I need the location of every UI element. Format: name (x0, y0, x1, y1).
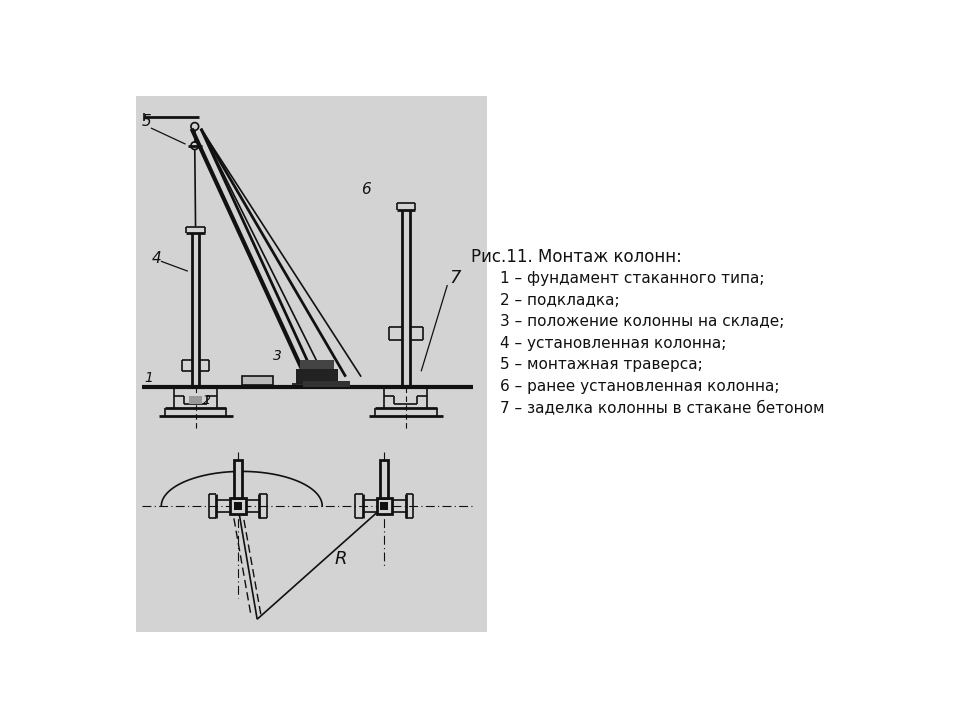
Text: 5: 5 (142, 114, 152, 130)
Bar (136, 96, 487, 631)
Bar (380, 460, 388, 498)
Text: 6: 6 (361, 182, 371, 197)
Text: 2 – подкладка;: 2 – подкладка; (500, 293, 619, 307)
Text: 6 – ранее установленная колонна;: 6 – ранее установленная колонна; (500, 379, 780, 394)
Bar (230, 498, 246, 514)
Text: 7 – заделка колонны в стакане бетоном: 7 – заделка колонны в стакане бетоном (500, 400, 825, 415)
Text: Рис.11. Монтаж колонн:: Рис.11. Монтаж колонн: (471, 248, 683, 266)
Text: 2: 2 (204, 394, 211, 407)
Text: 1 – фундамент стаканного типа;: 1 – фундамент стаканного типа; (500, 271, 764, 286)
Text: 3 – положение колонны на складе;: 3 – положение колонны на складе; (500, 315, 784, 329)
Text: 1: 1 (144, 371, 153, 385)
Text: 4: 4 (152, 251, 161, 266)
Bar (296, 369, 338, 384)
Bar (380, 503, 388, 510)
Bar (300, 360, 334, 369)
Text: 4 – установленная колонна;: 4 – установленная колонна; (500, 336, 726, 351)
Text: 5 – монтажная траверса;: 5 – монтажная траверса; (500, 357, 703, 372)
Bar (376, 498, 392, 514)
Text: R: R (334, 550, 347, 568)
Bar (234, 460, 242, 498)
Text: 3: 3 (273, 348, 281, 363)
Bar (234, 503, 242, 510)
Text: 7: 7 (449, 269, 461, 287)
Bar (303, 381, 349, 387)
Bar (189, 396, 202, 404)
Bar (242, 376, 273, 385)
